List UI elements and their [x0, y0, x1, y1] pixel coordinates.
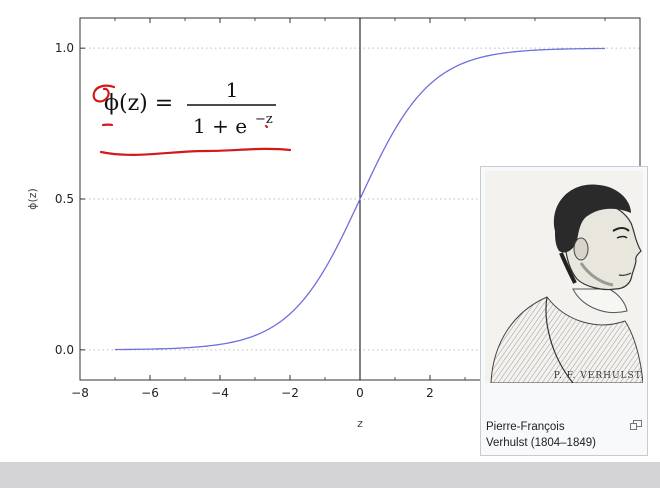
x-axis-title: z [357, 417, 363, 430]
sigmoid-formula: ϕ(z) = 1 1 + e −z [104, 78, 276, 138]
enlarge-icon[interactable] [630, 420, 642, 430]
x-tick-label: −6 [141, 386, 159, 400]
y-axis-title: ϕ(z) [26, 188, 39, 210]
y-tick-label: 1.0 [55, 41, 74, 55]
y-tick-label: 0.5 [55, 192, 74, 206]
y-tick-label: 0.0 [55, 343, 74, 357]
slide: 0.0 0.5 1.0 −8 −6 −4 −2 0 2 z ϕ(z) ϕ(z) = 1 1 + e … [26, 17, 648, 456]
x-tick-label: 0 [356, 386, 364, 400]
portrait-caption-line2: Verhulst (1804–1849) [486, 437, 596, 449]
handwritten-underline-formula [99, 147, 292, 156]
formula-numerator: 1 [226, 78, 239, 102]
portrait-card[interactable]: P. F. VERHULST. Pierre-François Verhulst… [480, 166, 648, 456]
verhulst-portrait: P. F. VERHULST. [485, 171, 643, 383]
sigmoid-curve [114, 47, 606, 351]
formula-exponent: −z [255, 112, 273, 127]
handwritten-annotations [92, 84, 292, 156]
portrait-caption-line1: Pierre-François [486, 421, 565, 433]
formula-denominator: 1 + e [193, 114, 247, 138]
x-tick-label: −2 [281, 386, 299, 400]
portrait-inscription: P. F. VERHULST. [554, 371, 643, 381]
x-tick-label: −4 [211, 386, 229, 400]
portrait-drawing: P. F. VERHULST. [490, 184, 643, 383]
formula-lhs: ϕ(z) = [104, 91, 173, 116]
portrait-caption: Pierre-François Verhulst (1804–1849) [486, 419, 621, 451]
bottom-bar [0, 462, 660, 488]
handwritten-sigma [92, 84, 116, 103]
x-tick-label: 2 [426, 386, 434, 400]
handwritten-dot [264, 124, 269, 129]
x-tick-label: −8 [71, 386, 89, 400]
